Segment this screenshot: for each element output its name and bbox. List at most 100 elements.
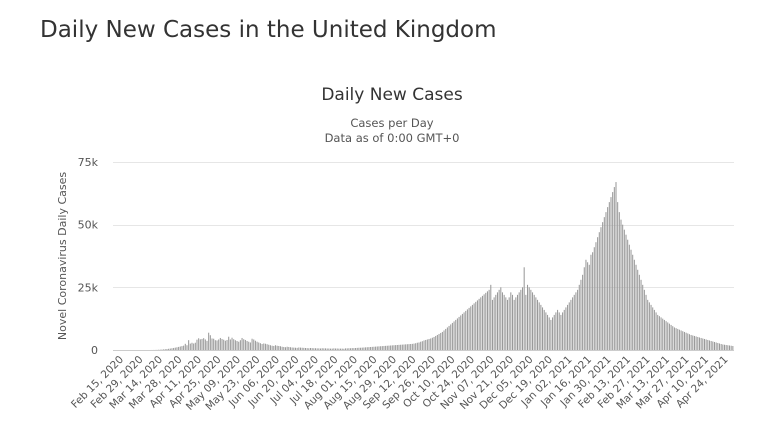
bar (712, 341, 713, 350)
bar (237, 341, 238, 350)
bar (579, 285, 580, 350)
bar (557, 310, 558, 350)
y-tick-label: 25k (78, 281, 99, 294)
bar (602, 222, 603, 350)
bar (190, 344, 191, 350)
bar (268, 345, 269, 350)
bar (310, 348, 311, 350)
bar (243, 339, 244, 350)
bar (691, 335, 692, 350)
bar (302, 348, 303, 350)
bar (637, 270, 638, 350)
bar (479, 299, 480, 350)
bar (312, 348, 313, 350)
bar (322, 348, 323, 350)
bar (245, 340, 246, 350)
bar (485, 293, 486, 350)
bar (709, 340, 710, 350)
bar (646, 295, 647, 350)
bar (482, 296, 483, 350)
bar (203, 338, 204, 350)
bar (627, 240, 628, 350)
bar (332, 349, 333, 350)
bar (651, 305, 652, 350)
bar (367, 347, 368, 350)
bar (353, 348, 354, 350)
bar (166, 349, 167, 350)
bar (631, 250, 632, 350)
bar (702, 338, 703, 350)
bar (587, 262, 588, 350)
bar (540, 305, 541, 350)
chart-subtitle-line-1: Cases per Day (350, 116, 433, 130)
bar (435, 336, 436, 350)
bar (429, 339, 430, 350)
bar (714, 342, 715, 350)
bar (731, 346, 732, 350)
bars (151, 182, 733, 350)
bar (656, 312, 657, 350)
bar (424, 340, 425, 350)
bar (560, 315, 561, 350)
bar (173, 348, 174, 350)
bar (487, 291, 488, 350)
bar (328, 349, 329, 351)
bar (447, 327, 448, 350)
bar (622, 225, 623, 350)
bar (572, 297, 573, 350)
bar (397, 345, 398, 350)
bar (238, 342, 239, 350)
bar (699, 337, 700, 350)
bar (615, 182, 616, 350)
bar (383, 346, 384, 350)
bar (278, 346, 279, 350)
bar (664, 320, 665, 350)
bar (178, 347, 179, 350)
bar (582, 275, 583, 350)
bar (348, 348, 349, 350)
bar (569, 302, 570, 350)
bar (584, 267, 585, 350)
bar (283, 347, 284, 350)
bar (529, 287, 530, 350)
bar (171, 348, 172, 350)
bar (417, 343, 418, 350)
bar (607, 207, 608, 350)
bar (577, 290, 578, 350)
bar (445, 329, 446, 350)
bar (365, 347, 366, 350)
bar (474, 303, 475, 350)
bar (595, 242, 596, 350)
bar (418, 342, 419, 350)
bar (370, 347, 371, 350)
bar (292, 347, 293, 350)
bar (636, 265, 637, 350)
bar (195, 343, 196, 350)
bar (681, 330, 682, 350)
bar (674, 327, 675, 350)
bar (215, 340, 216, 350)
bar (450, 324, 451, 350)
bar (392, 345, 393, 350)
bar (282, 347, 283, 350)
bar (427, 339, 428, 350)
bar (402, 345, 403, 350)
bar (388, 346, 389, 350)
bar (444, 330, 445, 350)
bar (634, 260, 635, 350)
bar (475, 302, 476, 350)
bar (352, 348, 353, 350)
bar (594, 247, 595, 350)
bar (280, 346, 281, 350)
bar (679, 330, 680, 350)
bar (390, 345, 391, 350)
bar (484, 294, 485, 350)
bar (509, 297, 510, 350)
bar (567, 305, 568, 350)
bar (724, 345, 725, 350)
bar (308, 348, 309, 350)
bar (218, 339, 219, 350)
bar (489, 290, 490, 350)
bar (295, 348, 296, 350)
